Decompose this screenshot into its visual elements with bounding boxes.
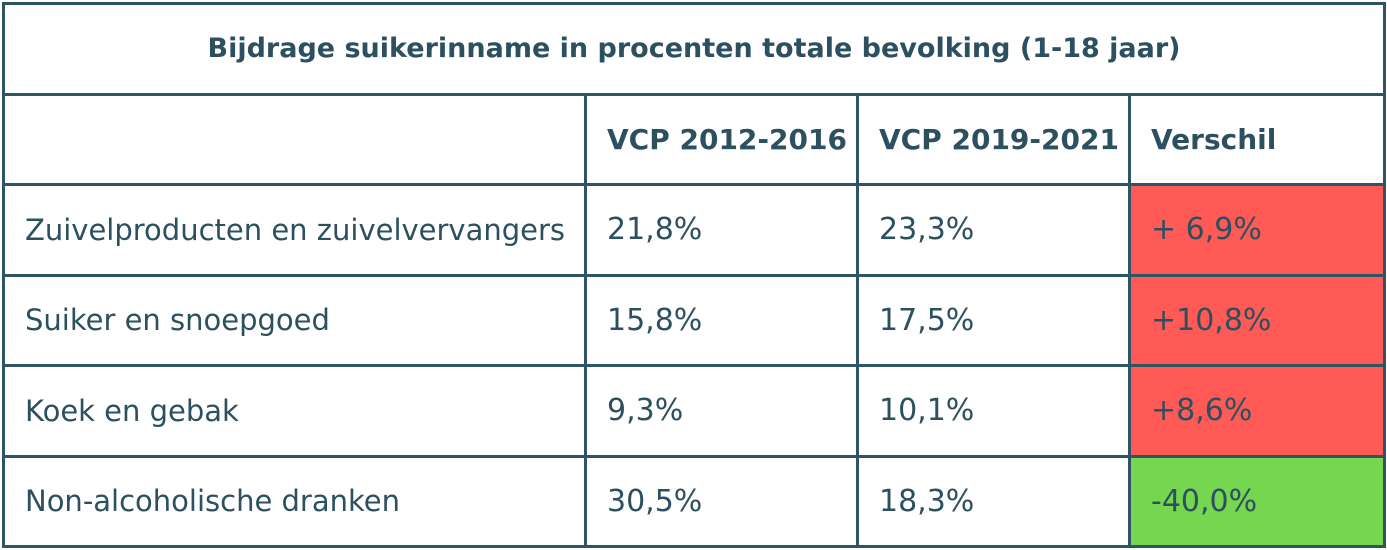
title-row: Bijdrage suikerinname in procenten total…	[1, 2, 1387, 96]
header-empty	[2, 92, 587, 186]
value-vcp-2012-2016: 21,8%	[584, 183, 859, 277]
value-vcp-2019-2021: 10,1%	[856, 364, 1131, 458]
table-row: Non-alcoholische dranken 30,5% 18,3% -40…	[2, 454, 1387, 548]
value-vcp-2019-2021: 17,5%	[856, 273, 1131, 367]
table-title: Bijdrage suikerinname in procenten total…	[1, 2, 1387, 96]
value-verschil: +8,6%	[1127, 364, 1387, 458]
header-row: VCP 2012-2016 VCP 2019-2021 Verschil	[2, 92, 1387, 186]
value-verschil: +10,8%	[1127, 273, 1387, 367]
value-verschil: + 6,9%	[1127, 183, 1387, 277]
value-verschil: -40,0%	[1127, 454, 1387, 548]
header-vcp-2019-2021: VCP 2019-2021	[856, 92, 1131, 186]
value-vcp-2012-2016: 15,8%	[584, 273, 859, 367]
header-verschil: Verschil	[1127, 92, 1387, 186]
value-vcp-2019-2021: 18,3%	[856, 454, 1131, 548]
row-label: Suiker en snoepgoed	[2, 273, 587, 367]
header-vcp-2012-2016: VCP 2012-2016	[584, 92, 859, 186]
value-vcp-2012-2016: 30,5%	[584, 454, 859, 548]
table-row: Zuivelproducten en zuivelvervangers 21,8…	[2, 183, 1387, 277]
table-row: Suiker en snoepgoed 15,8% 17,5% +10,8%	[2, 273, 1387, 367]
row-label: Non-alcoholische dranken	[2, 454, 587, 548]
value-vcp-2019-2021: 23,3%	[856, 183, 1131, 277]
table-row: Koek en gebak 9,3% 10,1% +8,6%	[2, 364, 1387, 458]
value-vcp-2012-2016: 9,3%	[584, 364, 859, 458]
row-label: Zuivelproducten en zuivelvervangers	[2, 183, 587, 277]
row-label: Koek en gebak	[2, 364, 587, 458]
